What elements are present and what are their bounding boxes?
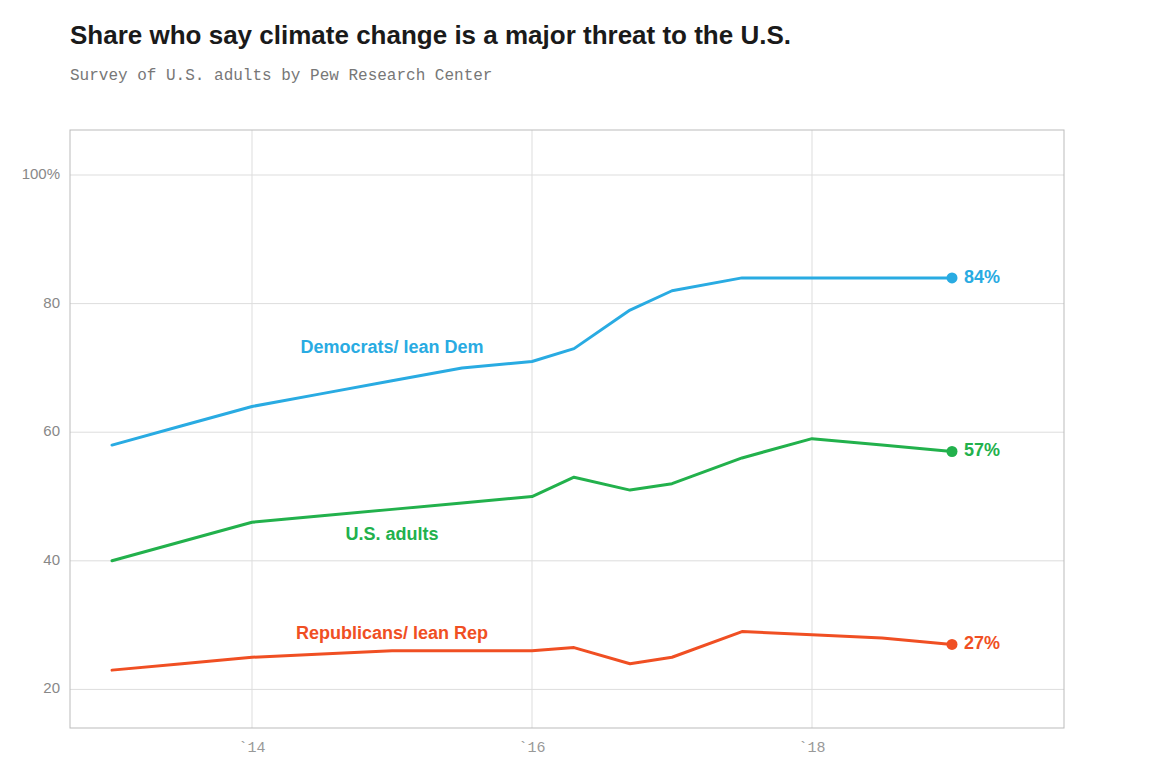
grid-line <box>70 432 1064 433</box>
labels: 84% 57% 27% Democrats/ lean Dem U.S. adults R… <box>296 267 1000 654</box>
series-line <box>112 632 952 671</box>
x-tick-label: `14 <box>238 740 265 757</box>
grid-line <box>70 175 1064 176</box>
plot-area <box>112 272 958 670</box>
y-tick-label: 80 <box>43 294 60 311</box>
chart: Share who say climate change is a major … <box>0 0 1154 778</box>
grid-line <box>252 130 253 728</box>
grid-line <box>812 130 813 728</box>
title: Share who say climate change is a major … <box>70 20 791 50</box>
y-tick-label: 60 <box>43 422 60 439</box>
end-dot <box>947 639 958 650</box>
y-tick-label: 40 <box>43 551 60 568</box>
series-label: U.S. adults <box>345 524 438 544</box>
end-dot <box>947 446 958 457</box>
series-line <box>112 439 952 561</box>
y-tick-label: 100% <box>22 165 60 182</box>
grid-line <box>70 560 1064 561</box>
grid-line <box>70 303 1064 304</box>
grid <box>70 130 1064 728</box>
end-dot <box>947 272 958 283</box>
grid-line <box>70 689 1064 690</box>
series-line <box>112 278 952 445</box>
series-label: Republicans/ lean Rep <box>296 623 488 643</box>
x-tick-label: `16 <box>518 740 545 757</box>
subtitle: Survey of U.S. adults by Pew Research Ce… <box>70 67 492 85</box>
x-tick-label: `18 <box>798 740 825 757</box>
value-label: 57% <box>964 440 1000 460</box>
value-label: 27% <box>964 633 1000 653</box>
y-tick-label: 20 <box>43 679 60 696</box>
series-label: Democrats/ lean Dem <box>300 337 483 357</box>
plot-frame <box>70 130 1064 728</box>
value-label: 84% <box>964 267 1000 287</box>
grid-line <box>532 130 533 728</box>
